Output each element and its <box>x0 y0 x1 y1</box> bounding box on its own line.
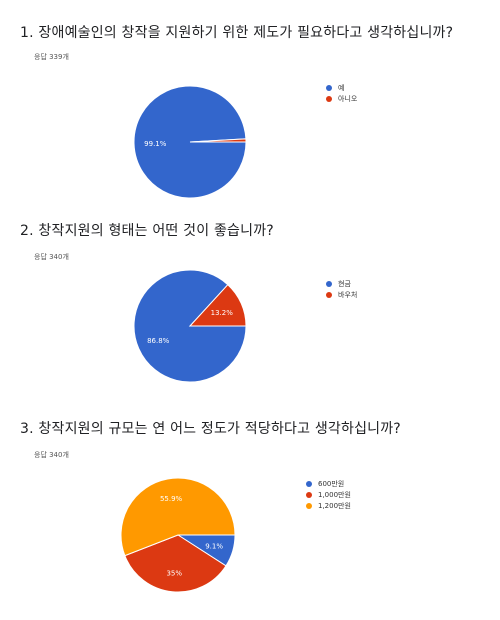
question-1-legend: 예 아니오 <box>326 82 357 104</box>
legend-label: 600만원 <box>318 479 345 488</box>
question-3-title: 3. 창작지원의 규모는 연 어느 정도가 적당하다고 생각하십니까? <box>20 421 401 437</box>
legend-swatch-red <box>306 491 312 498</box>
legend-swatch-red <box>326 291 332 298</box>
legend-item: 1,000만원 <box>306 489 351 500</box>
pie-slice-label-1: 9.1% <box>205 543 223 551</box>
pie-slice-3 <box>120 477 236 557</box>
pie-slice-2 <box>189 138 247 143</box>
pie-slice-2 <box>124 534 227 593</box>
question-2-legend: 현금 바우처 <box>326 278 357 300</box>
question-2-response-count: 응답 340개 <box>34 253 69 261</box>
legend-label: 예 <box>338 83 345 92</box>
pie-slice-label-1: 99.1% <box>144 140 167 148</box>
legend-label: 1,200만원 <box>318 501 351 510</box>
pie-slice-label-2: 13.2% <box>211 309 234 317</box>
pie-slice-2 <box>188 283 247 327</box>
legend-item: 예 <box>326 82 357 93</box>
legend-swatch-red <box>326 95 332 102</box>
pie-slice-label-2: 35% <box>166 569 182 577</box>
pie-slice-label-1: 86.8% <box>147 337 170 345</box>
legend-label: 바우처 <box>338 290 358 299</box>
question-1-title: 1. 장애예술인의 창작을 지원하기 위한 제도가 필요하다고 생각하십니까? <box>20 25 454 41</box>
pie-slice-label-3: 55.9% <box>160 495 183 503</box>
legend-swatch-blue <box>306 480 312 487</box>
legend-item: 1,200만원 <box>306 500 351 511</box>
question-1-response-count: 응답 339개 <box>34 53 69 61</box>
legend-swatch-blue <box>326 280 332 287</box>
legend-item: 현금 <box>326 278 357 289</box>
question-3-legend: 600만원 1,000만원 1,200만원 <box>306 478 351 511</box>
legend-label: 현금 <box>338 279 351 288</box>
legend-label: 1,000만원 <box>318 490 351 499</box>
legend-label: 아니오 <box>338 94 358 103</box>
question-2-title: 2. 창작지원의 형태는 어떤 것이 좋습니까? <box>20 223 274 239</box>
legend-item: 아니오 <box>326 93 357 104</box>
legend-swatch-orange <box>306 502 312 509</box>
legend-item: 바우처 <box>326 289 357 300</box>
legend-swatch-blue <box>326 84 332 91</box>
question-3-response-count: 응답 340개 <box>34 451 69 459</box>
legend-item: 600만원 <box>306 478 351 489</box>
